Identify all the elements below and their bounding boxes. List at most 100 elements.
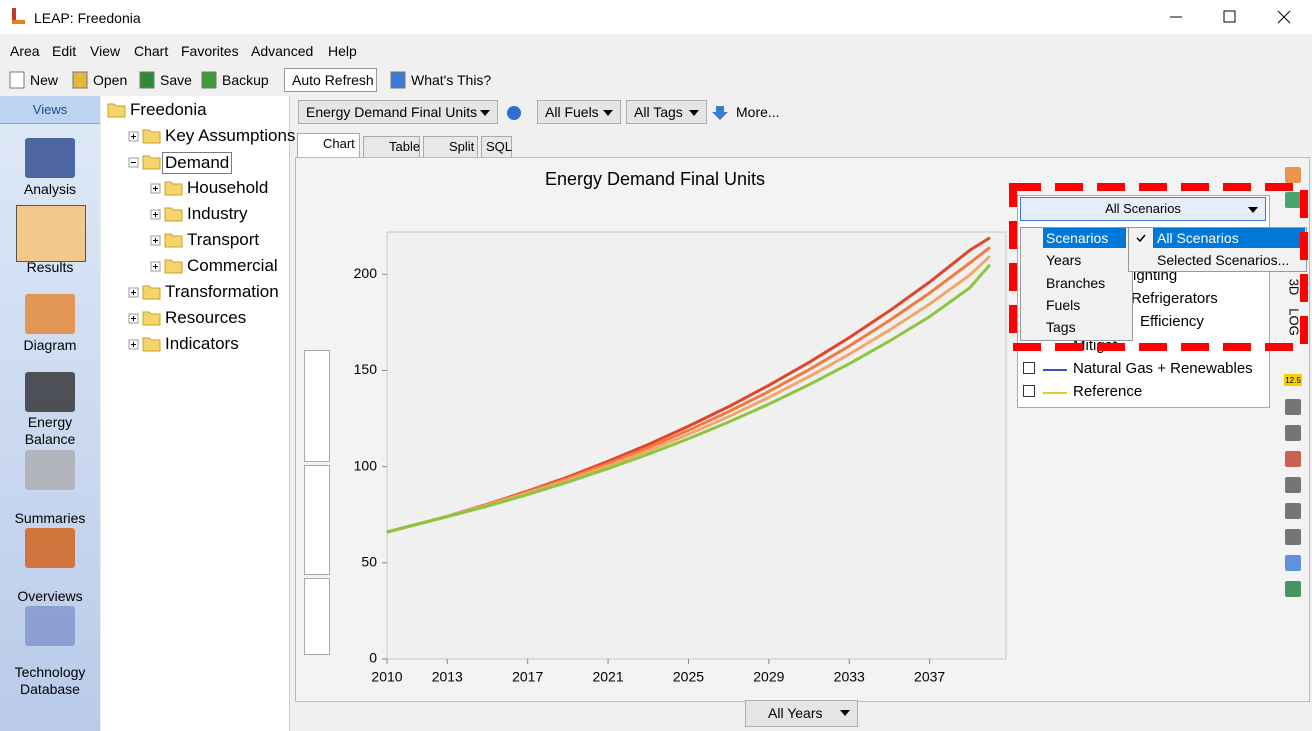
y-tick-label: 50: [361, 554, 377, 570]
dropdown[interactable]: All Scenarios: [1020, 197, 1266, 221]
x-tick-label: 2010: [371, 669, 402, 685]
toolbar-icon: [390, 71, 406, 89]
view-icon: [25, 372, 75, 412]
dropdown[interactable]: Energy Demand Final Units: [298, 100, 498, 124]
toolbar-button[interactable]: Backup: [222, 72, 269, 88]
menu-item[interactable]: Advanced: [251, 43, 314, 59]
axis-button[interactable]: [304, 465, 330, 575]
axis-button[interactable]: [304, 578, 330, 655]
view-label[interactable]: Analysis: [23, 181, 77, 197]
view-icon: [25, 450, 75, 490]
toolbar-icon: [201, 71, 217, 89]
context-menu-item[interactable]: Tags: [1046, 319, 1076, 336]
side-tool: 3D: [1287, 279, 1302, 296]
y-tick-label: 100: [354, 457, 378, 473]
submenu-item[interactable]: Selected Scenarios...: [1157, 252, 1290, 268]
tab[interactable]: Split: [423, 136, 478, 157]
context-menu-item[interactable]: Fuels: [1046, 296, 1081, 313]
view-icon: [25, 216, 75, 256]
x-tick-label: 2037: [914, 669, 945, 685]
tool-icon: [1285, 451, 1301, 467]
help-icon: [507, 106, 521, 120]
dropdown[interactable]: All Tags: [626, 100, 707, 124]
view-label[interactable]: Results: [26, 259, 74, 275]
folder-icon: [142, 129, 161, 144]
toolbar-button[interactable]: Auto Refresh: [292, 72, 374, 88]
folder-icon: [164, 259, 183, 274]
view-label[interactable]: Diagram: [23, 337, 77, 353]
tree-item[interactable]: Transformation: [165, 282, 279, 301]
context-menu-item[interactable]: Branches: [1046, 274, 1106, 291]
folder-icon: [107, 103, 126, 118]
more-icon: [712, 106, 728, 120]
folder-icon: [164, 207, 183, 222]
y-tick-label: 200: [354, 265, 378, 281]
legend-checkbox[interactable]: [1023, 385, 1035, 397]
tree-item[interactable]: Indicators: [165, 334, 239, 353]
x-tick-label: 2025: [673, 669, 704, 685]
legend-checkbox[interactable]: [1023, 362, 1035, 374]
tool-icon: [1285, 581, 1301, 597]
view-icon: [25, 528, 75, 568]
menu-item[interactable]: Chart: [134, 43, 169, 59]
x-tick-label: 2021: [592, 669, 623, 685]
more-button[interactable]: More...: [736, 104, 780, 120]
view-icon: [25, 294, 75, 334]
menu-item[interactable]: Favorites: [181, 43, 239, 59]
submenu-arrow: [1118, 256, 1123, 265]
tree-panel: [101, 96, 290, 731]
chart-title: Energy Demand Final Units: [545, 169, 765, 189]
toolbar-button[interactable]: Open: [93, 72, 128, 88]
views-header: Views: [32, 102, 68, 117]
side-tool: 12.5: [1285, 376, 1301, 385]
toolbar-icon: [9, 71, 25, 89]
tab[interactable]: Table: [363, 136, 420, 157]
plot-area: [386, 231, 1007, 660]
context-menu-item[interactable]: Scenarios: [1046, 230, 1109, 246]
folder-icon: [164, 233, 183, 248]
toolbar-icon: [72, 71, 88, 89]
folder-icon: [142, 285, 161, 300]
title-bar: LEAP: Freedonia: [0, 0, 1312, 34]
folder-icon: [142, 337, 161, 352]
window-controls[interactable]: [1160, 0, 1312, 34]
folder-icon: [164, 181, 183, 196]
view-label[interactable]: Technology Database: [14, 664, 86, 697]
tool-icon: [1285, 425, 1301, 441]
tree-item[interactable]: Demand: [162, 152, 233, 174]
context-menu-item[interactable]: Years: [1046, 252, 1082, 269]
tree-item[interactable]: Commercial: [187, 256, 278, 275]
tree-item[interactable]: Industry: [187, 204, 248, 223]
tree-item[interactable]: Household: [187, 178, 269, 197]
menu-item[interactable]: Area: [10, 43, 40, 59]
tree-item[interactable]: Transport: [187, 230, 260, 249]
tool-icon: [1285, 503, 1301, 519]
toolbar-button[interactable]: What's This?: [411, 72, 492, 88]
tool-icon: [1285, 555, 1301, 571]
tree-item[interactable]: Resources: [165, 308, 247, 327]
menu-item[interactable]: View: [90, 43, 121, 59]
tree-item[interactable]: Freedonia: [130, 100, 207, 119]
series-line: [386, 263, 992, 534]
toolbar-icon: [139, 71, 155, 89]
view-icon: [25, 138, 75, 178]
view-icon: [25, 606, 75, 646]
tab[interactable]: SQL: [481, 136, 512, 157]
tab[interactable]: Chart: [297, 133, 360, 157]
folder-icon: [142, 311, 161, 326]
dropdown[interactable]: All Fuels: [537, 100, 621, 124]
view-label[interactable]: Energy Balance: [24, 414, 76, 447]
menu-item[interactable]: Help: [328, 43, 357, 59]
dropdown[interactable]: All Years: [745, 700, 858, 727]
toolbar-button[interactable]: New: [30, 72, 59, 88]
view-label[interactable]: Overviews: [17, 588, 83, 604]
y-tick-label: 0: [369, 650, 377, 666]
submenu-item[interactable]: All Scenarios: [1157, 230, 1239, 246]
x-tick-label: 2017: [512, 669, 543, 685]
view-label[interactable]: Summaries: [14, 510, 86, 526]
tree-item[interactable]: Key Assumptions: [165, 126, 296, 145]
axis-button[interactable]: [304, 350, 330, 462]
toolbar-button[interactable]: Save: [160, 72, 192, 88]
menu-item[interactable]: Edit: [52, 43, 77, 59]
